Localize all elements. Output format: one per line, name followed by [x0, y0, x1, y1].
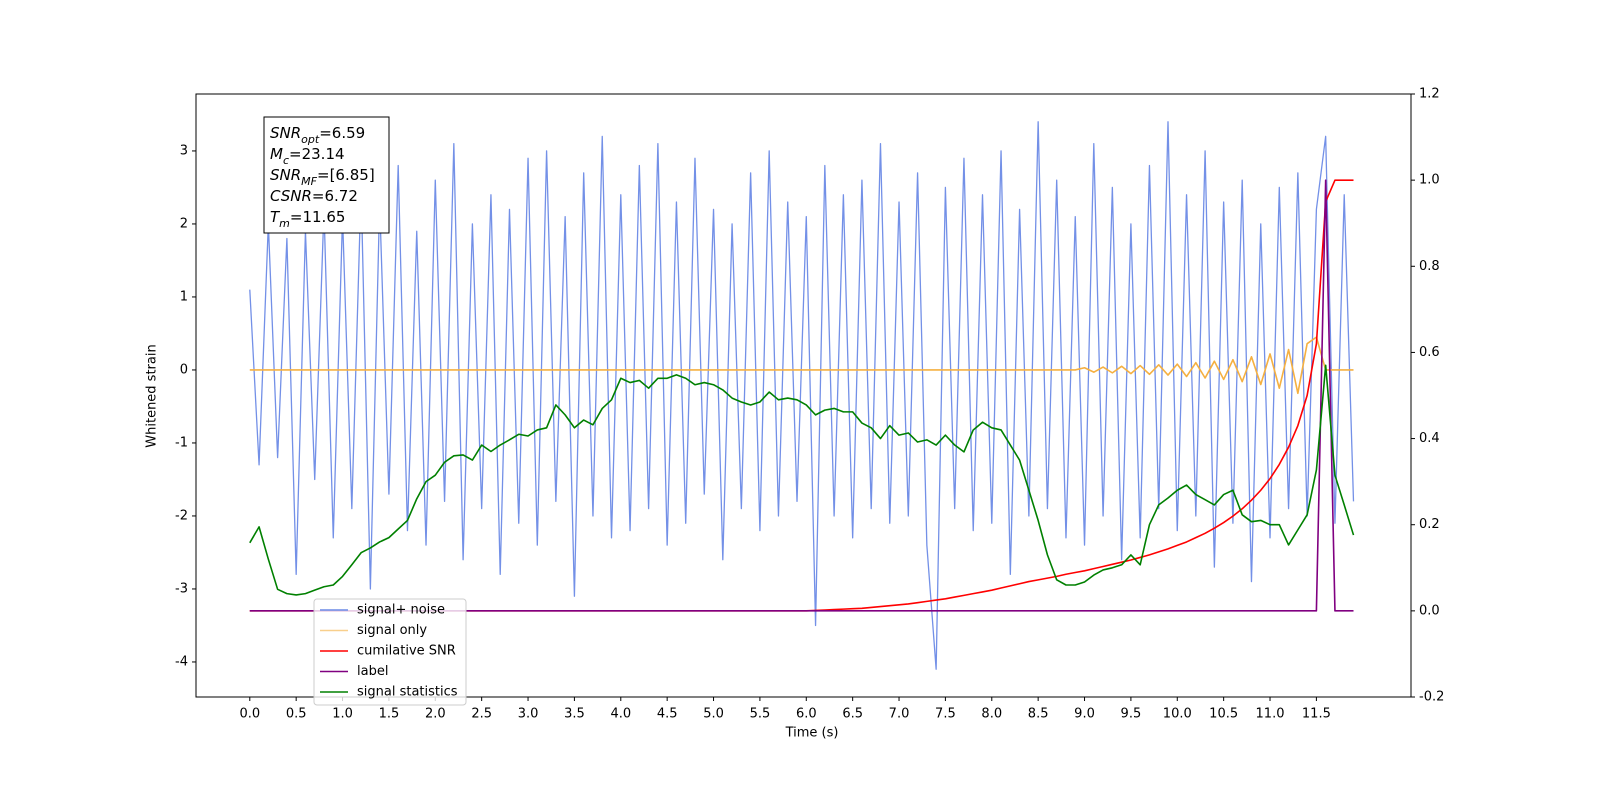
y-tick-label: 2 [180, 216, 188, 231]
x-tick-label: 10.0 [1163, 707, 1192, 722]
y2-tick-label: 0.0 [1419, 603, 1440, 618]
x-tick-label: 11.0 [1256, 707, 1285, 722]
y2-tick-label: 1.0 [1419, 173, 1440, 188]
annotation-value: =6.59 [319, 124, 365, 142]
y-tick-label: -2 [175, 508, 188, 523]
annotation-line: Mc=23.14 [270, 145, 345, 167]
legend-box [313, 598, 467, 706]
x-tick-label: 5.0 [703, 707, 724, 722]
x-tick-label: 9.5 [1121, 707, 1142, 722]
x-tick-label: 0.0 [239, 707, 260, 722]
annotation-sub: MF [301, 175, 317, 188]
series-line [249, 121, 1355, 670]
annotation-sub: opt [301, 133, 320, 146]
y-tick-label: -3 [175, 581, 188, 596]
y2-tick-label: 0.4 [1419, 431, 1440, 446]
y2-tick-label: 1.2 [1419, 87, 1440, 102]
y-tick-label: -1 [175, 435, 188, 450]
y-axis-label: Whitened strain [145, 344, 160, 447]
annotation-name: CSNR [270, 187, 312, 205]
x-tick-label: 6.0 [796, 707, 817, 722]
y2-tick-label: 0.2 [1419, 517, 1440, 532]
annotation-value: =23.14 [289, 145, 345, 163]
x-tick-label: 1.5 [379, 707, 400, 722]
annotation-name: T [270, 208, 281, 226]
y-tick-label: 0 [180, 362, 188, 377]
annotation-line: SNRopt=6.59 [270, 124, 365, 146]
x-tick-label: 2.0 [425, 707, 446, 722]
x-tick-label: 8.0 [981, 707, 1002, 722]
annotation-value: =11.65 [290, 208, 346, 226]
annotation-name: M [270, 145, 283, 163]
annotation-box [263, 116, 390, 234]
legend-label: signal statistics [357, 685, 458, 700]
y-tick-label: -4 [175, 654, 188, 669]
legend-label: cumilative SNR [357, 644, 456, 659]
y2-tick-label: 0.6 [1419, 345, 1440, 360]
y-tick-label: 1 [180, 289, 188, 304]
x-tick-label: 0.5 [286, 707, 307, 722]
x-tick-label: 5.5 [750, 707, 771, 722]
annotation-value: =[6.85] [317, 166, 375, 184]
x-tick-label: 7.5 [935, 707, 956, 722]
x-tick-label: 4.0 [610, 707, 631, 722]
legend-label: signal+ noise [357, 603, 445, 618]
x-tick-label: 4.5 [657, 707, 678, 722]
x-tick-label: 6.5 [842, 707, 863, 722]
x-tick-label: 9.0 [1074, 707, 1095, 722]
annotation-line: SNRMF=[6.85] [270, 166, 375, 188]
annotation-line: Tm=11.65 [270, 208, 345, 230]
x-tick-label: 3.5 [564, 707, 585, 722]
x-tick-label: 10.5 [1209, 707, 1238, 722]
x-axis-label: Time (s) [785, 726, 839, 741]
x-tick-label: 3.0 [518, 707, 539, 722]
x-tick-label: 2.5 [471, 707, 492, 722]
x-tick-label: 1.0 [332, 707, 353, 722]
y-tick-label: 3 [180, 143, 188, 158]
annotation-line: CSNR=6.72 [270, 187, 358, 205]
legend-label: signal only [357, 623, 427, 638]
y2-tick-label: 0.8 [1419, 259, 1440, 274]
annotation-sub: c [283, 154, 289, 167]
annotation-value: =6.72 [312, 187, 358, 205]
axes-frame [195, 93, 1412, 698]
legend-label: label [357, 664, 388, 679]
x-tick-label: 11.5 [1302, 707, 1331, 722]
annotation-name: SNR [270, 124, 301, 142]
annotation-sub: m [279, 217, 290, 230]
series-line [249, 364, 1355, 596]
annotation-name: SNR [270, 166, 301, 184]
series-line [249, 336, 1354, 395]
y2-tick-label: -0.2 [1419, 690, 1444, 705]
x-tick-label: 8.5 [1028, 707, 1049, 722]
x-tick-label: 7.0 [889, 707, 910, 722]
